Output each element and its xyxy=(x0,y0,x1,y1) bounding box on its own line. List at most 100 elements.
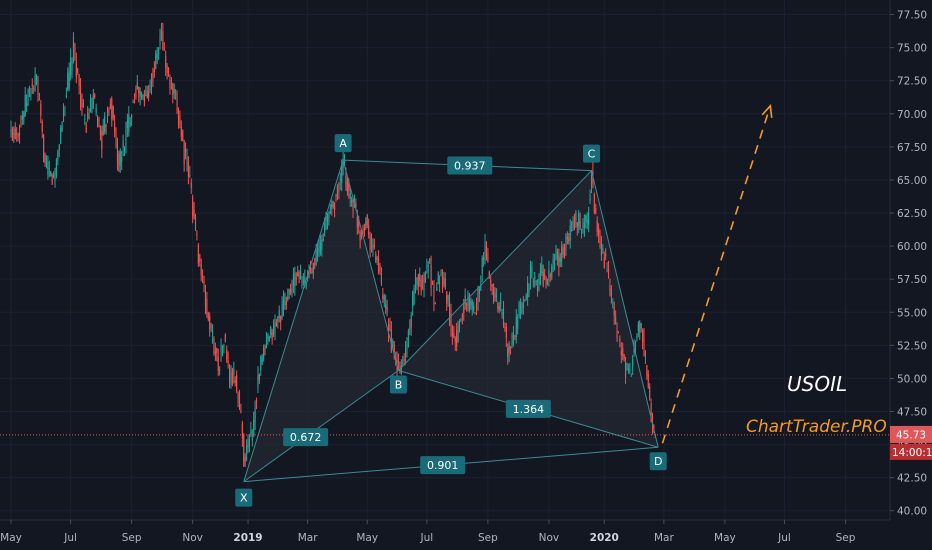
candle-body xyxy=(163,48,165,50)
candle-body xyxy=(556,251,558,259)
candle-body xyxy=(332,201,334,208)
candle-body xyxy=(177,109,180,120)
candle-body xyxy=(326,215,329,222)
candle-body xyxy=(443,276,445,285)
candle-body xyxy=(51,174,53,185)
candle-body xyxy=(422,280,424,282)
candle-body xyxy=(627,368,629,370)
candle-body xyxy=(167,68,170,74)
candle-body xyxy=(281,300,283,318)
y-tick-label: 65.00 xyxy=(897,175,927,187)
candle-body xyxy=(561,246,563,261)
candle-body xyxy=(466,304,468,306)
candle-body xyxy=(182,130,184,141)
candle-body xyxy=(271,331,273,340)
candle-body xyxy=(613,307,615,316)
candle-body xyxy=(548,269,550,281)
candle-body xyxy=(376,257,378,260)
x-tick-label: 2019 xyxy=(233,532,262,544)
candle-body xyxy=(607,268,610,278)
candle-body xyxy=(361,231,363,233)
candle-body xyxy=(625,362,627,378)
candle-body xyxy=(319,242,321,252)
candle-body xyxy=(406,343,408,350)
candle-body xyxy=(305,281,307,285)
candle-body xyxy=(389,323,391,330)
candle-body xyxy=(519,298,522,316)
candle-body xyxy=(470,299,472,305)
point-label-x-box xyxy=(235,488,253,507)
candle-body xyxy=(68,70,70,89)
candle-body xyxy=(451,328,453,336)
candle-body xyxy=(341,165,343,183)
candle-body xyxy=(196,233,198,236)
candle-body xyxy=(114,122,116,132)
candle-body xyxy=(369,235,371,251)
y-tick-label: 40.00 xyxy=(897,506,927,518)
candle-body xyxy=(295,277,297,280)
candle-body xyxy=(85,125,87,133)
candle-body xyxy=(308,271,310,275)
candle-body xyxy=(315,251,317,264)
candle-body xyxy=(160,30,162,39)
candle-body xyxy=(417,274,419,286)
candle-body xyxy=(288,289,290,294)
candle-body xyxy=(529,263,532,285)
candle-body xyxy=(439,281,441,283)
candle-body xyxy=(514,336,516,338)
candle-body xyxy=(500,300,502,304)
candle-body xyxy=(481,257,483,275)
candle-body xyxy=(74,43,76,53)
y-tick-label: 77.50 xyxy=(897,10,927,22)
last-price-badge xyxy=(890,425,932,443)
y-tick-label: 75.00 xyxy=(897,43,927,55)
candle-body xyxy=(280,316,282,323)
pattern-triangle-bcd xyxy=(398,170,659,448)
candle-body xyxy=(502,308,505,324)
candle-body xyxy=(257,374,259,388)
candle-body xyxy=(263,347,265,359)
ratio-label-text: 1.364 xyxy=(513,403,545,416)
candle-body xyxy=(104,116,106,133)
candle-body xyxy=(106,114,109,122)
ratio-label-box xyxy=(505,399,551,418)
candle-body xyxy=(28,86,31,93)
candle-body xyxy=(609,285,611,291)
candle-body xyxy=(250,430,252,435)
candle-body xyxy=(426,265,428,268)
candle-body xyxy=(598,227,600,235)
candle-body xyxy=(532,280,534,283)
candle-body xyxy=(72,37,74,62)
x-tick-label: May xyxy=(714,532,736,544)
candle-body xyxy=(292,274,294,286)
candle-body xyxy=(26,102,28,107)
candle-body xyxy=(629,369,631,372)
candle-body xyxy=(646,365,648,376)
candle-body xyxy=(441,276,444,286)
candle-body xyxy=(265,340,268,349)
candle-body xyxy=(23,112,25,119)
candle-body xyxy=(497,302,499,309)
candle-body xyxy=(50,171,52,177)
y-tick-label: 55.00 xyxy=(897,307,927,319)
candle-body xyxy=(211,331,214,335)
x-tick-label: Jul xyxy=(420,532,434,544)
candle-body xyxy=(317,247,319,254)
candle-body xyxy=(366,214,368,226)
candle-body xyxy=(236,375,238,392)
candle-body xyxy=(260,356,262,371)
candle-body xyxy=(434,303,436,304)
candle-body xyxy=(314,263,316,265)
candle-body xyxy=(197,245,199,264)
candle-body xyxy=(190,182,192,189)
brand-watermark: ChartTrader.PRO xyxy=(746,417,887,437)
candle-body xyxy=(440,269,442,275)
candle-body xyxy=(590,171,593,188)
candle-body xyxy=(301,280,303,283)
x-tick-label: Mar xyxy=(298,532,318,544)
candle-body xyxy=(454,337,456,343)
candle-body xyxy=(30,95,32,97)
candle-body xyxy=(200,264,202,276)
point-label-x-text: X xyxy=(240,492,248,505)
